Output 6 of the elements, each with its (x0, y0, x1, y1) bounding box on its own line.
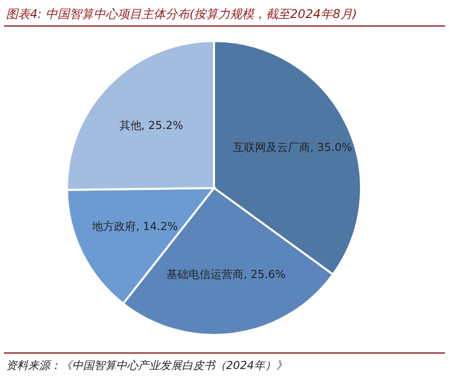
slice-label: 地方政府, 14.2% (92, 219, 178, 236)
slice-label: 互联网及云厂商, 35.0% (233, 140, 352, 156)
slice-label: 基础电信运营商, 25.6% (166, 267, 286, 284)
title: 图表4: 中国智算中心项目主体分布(按算力规模，截至2024年8月) (6, 7, 358, 21)
text: 资料来源：《中国智算中心产业发展白皮书（2024年）》 (6, 359, 287, 372)
slice-label: 其他, 25.2% (119, 118, 184, 134)
